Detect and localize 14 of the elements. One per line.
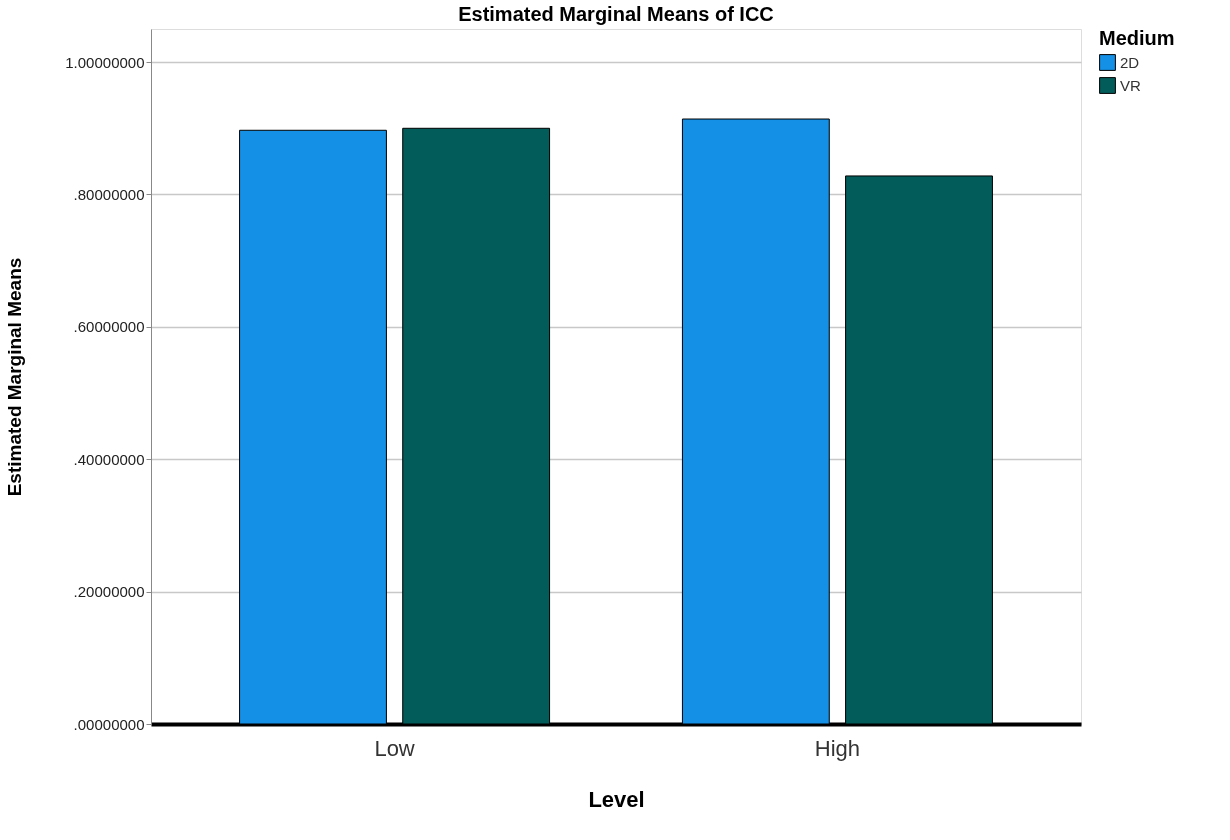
y-tick-label: .00000000 bbox=[73, 715, 145, 733]
chart-title: Estimated Marginal Means of ICC bbox=[458, 3, 774, 25]
y-tick-label: .40000000 bbox=[73, 450, 145, 468]
y-tick-label: .60000000 bbox=[73, 318, 145, 336]
legend-label: VR bbox=[1120, 76, 1141, 94]
y-tick-label: 1.00000000 bbox=[65, 53, 145, 71]
x-tick-label: High bbox=[814, 735, 861, 761]
y-axis-title: Estimated Marginal Means bbox=[4, 257, 26, 497]
legend-title: Medium bbox=[1099, 27, 1175, 49]
x-axis-title: Level bbox=[588, 786, 645, 812]
legend-label: 2D bbox=[1120, 53, 1140, 71]
y-tick-label: .80000000 bbox=[73, 185, 145, 203]
x-tick-label: Low bbox=[374, 735, 415, 761]
y-tick-label: .20000000 bbox=[73, 583, 145, 601]
